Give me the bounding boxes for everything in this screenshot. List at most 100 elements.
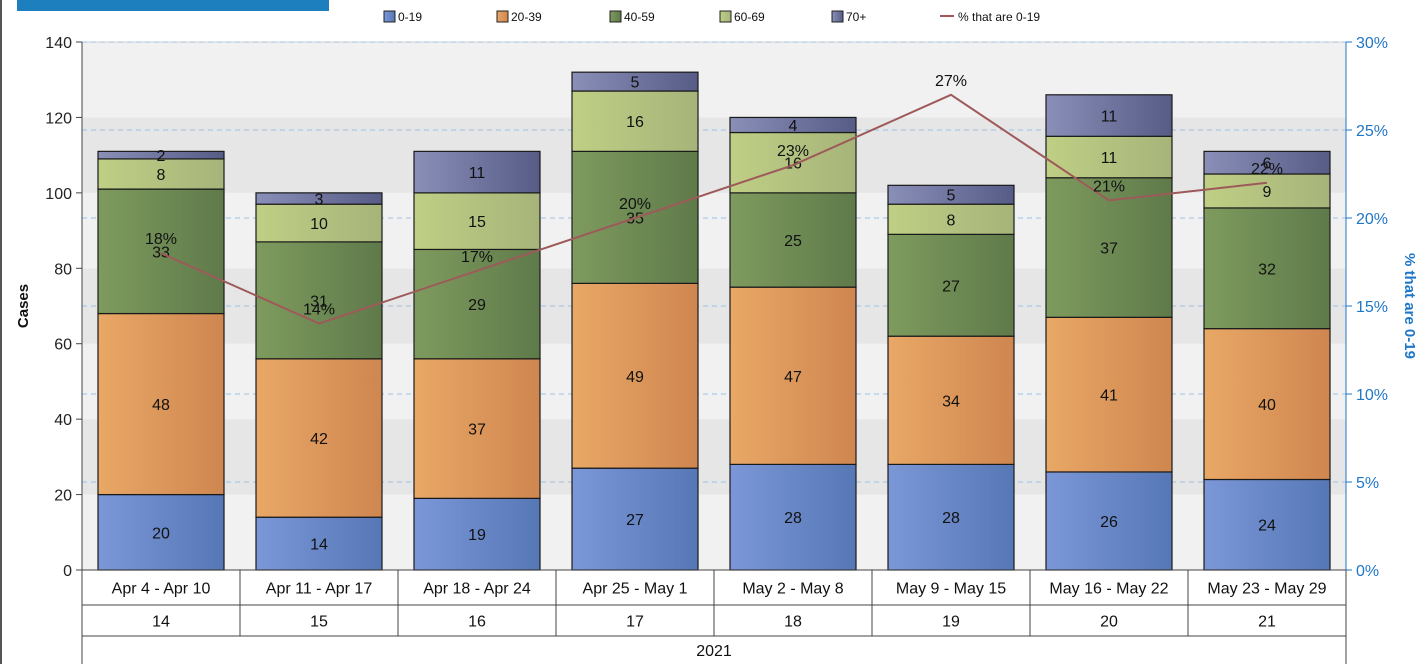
bar-value-label: 6: [1263, 156, 1272, 173]
bar-value-label: 28: [784, 510, 802, 527]
y2-tick-label: 5%: [1356, 475, 1379, 492]
y-tick-label: 20: [54, 488, 72, 505]
bar-segment: [97, 158, 225, 190]
percent-data-label: 27%: [935, 73, 967, 90]
bar-segment: [887, 203, 1015, 235]
y2-tick-label: 0%: [1356, 563, 1379, 580]
x-category-label: May 9 - May 15: [896, 581, 1006, 598]
y-tick-label: 0: [63, 563, 72, 580]
bar-value-label: 47: [784, 369, 802, 386]
bar-value-label: 19: [468, 527, 486, 544]
bar-value-label: 14: [310, 537, 328, 554]
y-tick-label: 140: [45, 35, 72, 52]
legend-label: 20-39: [511, 10, 542, 24]
bar-segment: [413, 497, 541, 571]
bar-value-label: 8: [157, 167, 166, 184]
bar-segment: [887, 184, 1015, 205]
bar-value-label: 27: [942, 278, 960, 295]
bar-segment: [413, 192, 541, 251]
bar-segment: [255, 203, 383, 243]
bar-segment: [413, 248, 541, 360]
percent-data-label: 14%: [303, 302, 335, 319]
bar-segment: [1203, 328, 1331, 481]
bar-segment: [887, 463, 1015, 571]
percent-data-label: 20%: [619, 196, 651, 213]
percent-data-label: 22%: [1251, 161, 1283, 178]
bar-value-label: 31: [310, 293, 328, 310]
bar-value-label: 11: [469, 165, 486, 182]
bar-value-label: 42: [310, 431, 328, 448]
stacked-bars: 2048338214423110319372915112749351652847…: [97, 71, 1331, 571]
bar-value-label: 16: [626, 114, 644, 131]
x-year-label: 2021: [696, 643, 732, 660]
bar-value-label: 8: [947, 212, 956, 229]
bar-value-label: 37: [1100, 241, 1118, 258]
bar-value-label: 25: [784, 233, 802, 250]
percent-data-label: 23%: [777, 143, 809, 160]
bar-value-label: 40: [1258, 397, 1276, 414]
x-category-label: May 2 - May 8: [742, 581, 843, 598]
bar-value-label: 27: [626, 512, 644, 529]
legend-label: 40-59: [624, 10, 655, 24]
x-category-label: May 23 - May 29: [1207, 581, 1326, 598]
y2-tick-label: 25%: [1356, 123, 1388, 140]
y-tick-label: 40: [54, 412, 72, 429]
bar-value-label: 15: [468, 214, 486, 231]
bar-segment: [571, 282, 699, 469]
percent-data-label: 17%: [461, 249, 493, 266]
x-week-label: 20: [1100, 614, 1118, 631]
bar-segment: [1203, 207, 1331, 330]
bar-segment: [729, 286, 857, 465]
y-tick-label: 120: [45, 110, 72, 127]
bar-segment: [97, 188, 225, 315]
x-week-label: 19: [942, 614, 960, 631]
bar-value-label: 5: [631, 75, 640, 92]
x-week-label: 18: [784, 614, 802, 631]
bar-value-label: 32: [1258, 261, 1276, 278]
bar-segment: [255, 358, 383, 518]
x-category-label: Apr 4 - Apr 10: [112, 581, 211, 598]
legend-label: 70+: [846, 10, 866, 24]
y2-tick-label: 30%: [1356, 35, 1388, 52]
bar-segment: [571, 467, 699, 571]
percent-data-label: 21%: [1093, 178, 1125, 195]
bar-segment: [255, 192, 383, 205]
y-tick-label: 80: [54, 261, 72, 278]
y2-axis-title: % that are 0-19: [1401, 253, 1418, 359]
legend-swatch: [609, 10, 622, 23]
legend-swatch: [496, 10, 509, 23]
bar-segment: [413, 358, 541, 499]
bar-segment: [1203, 173, 1331, 209]
bar-segment: [1045, 471, 1173, 571]
y2-tick-label: 20%: [1356, 211, 1388, 228]
bar-segment: [1203, 150, 1331, 175]
x-category-label: Apr 11 - Apr 17: [266, 581, 373, 598]
bar-value-label: 24: [1258, 518, 1276, 535]
bar-value-label: 34: [942, 393, 960, 410]
bar-segment: [1203, 478, 1331, 571]
bar-segment: [255, 516, 383, 571]
legend-label: 0-19: [398, 10, 422, 24]
x-week-label: 15: [310, 614, 328, 631]
bar-value-label: 11: [1101, 150, 1118, 167]
bar-value-label: 10: [310, 216, 328, 233]
legend-label: % that are 0-19: [958, 10, 1040, 24]
percent-line-path: [160, 93, 1268, 325]
legend-swatch: [383, 10, 396, 23]
bar-segment: [255, 241, 383, 360]
bar-value-label: 3: [315, 192, 324, 209]
bar-segment: [1045, 135, 1173, 179]
legend-label: 60-69: [734, 10, 765, 24]
x-category-label: Apr 25 - May 1: [583, 581, 688, 598]
bar-segment: [1045, 316, 1173, 473]
legend-swatch: [719, 10, 732, 23]
x-week-label: 21: [1258, 614, 1276, 631]
bar-value-label: 4: [789, 118, 798, 135]
y-tick-label: 100: [45, 186, 72, 203]
bar-value-label: 41: [1100, 388, 1118, 405]
bar-value-label: 37: [468, 422, 486, 439]
bar-value-label: 11: [1101, 109, 1118, 126]
x-week-label: 14: [152, 614, 170, 631]
x-week-label: 16: [468, 614, 486, 631]
